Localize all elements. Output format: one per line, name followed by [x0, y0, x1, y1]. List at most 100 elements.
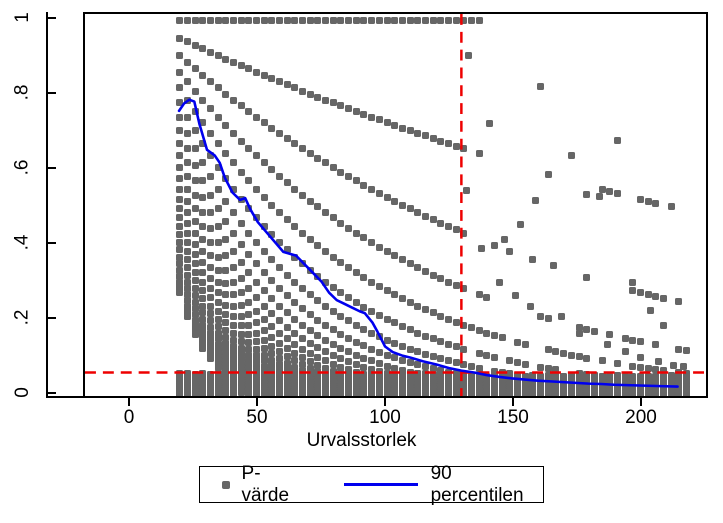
scatter-point — [191, 229, 199, 237]
scatter-point — [544, 372, 552, 380]
scatter-point — [214, 16, 222, 24]
scatter-point — [222, 339, 230, 347]
scatter-point — [414, 129, 422, 137]
scatter-point — [229, 302, 237, 310]
scatter-point — [214, 370, 222, 378]
scatter-point — [306, 311, 314, 319]
scatter-point — [176, 16, 184, 24]
scatter-point — [283, 179, 291, 187]
scatter-point — [511, 292, 519, 300]
scatter-point — [429, 353, 437, 361]
scatter-point — [652, 341, 660, 349]
scatter-point — [383, 193, 391, 201]
scatter-point — [583, 273, 591, 281]
x-axis-tick — [256, 398, 258, 406]
scatter-point — [214, 266, 222, 274]
scatter-point — [252, 278, 260, 286]
scatter-point — [214, 335, 222, 343]
scatter-point — [314, 203, 322, 211]
scatter-point — [368, 113, 376, 121]
scatter-point — [322, 371, 330, 379]
scatter-point — [452, 142, 460, 150]
scatter-point — [452, 318, 460, 326]
scatter-point — [644, 197, 652, 205]
scatter-point — [391, 354, 399, 362]
scatter-point — [414, 208, 422, 216]
scatter-point — [222, 266, 230, 274]
scatter-point — [460, 371, 468, 379]
scatter-point — [345, 224, 353, 232]
scatter-point — [229, 159, 237, 167]
scatter-point — [475, 364, 483, 372]
scatter-point — [222, 354, 230, 362]
scatter-point — [352, 351, 360, 359]
scatter-point — [206, 16, 214, 24]
scatter-point — [306, 358, 314, 366]
scatter-point — [475, 372, 483, 380]
scatter-point — [222, 197, 230, 205]
scatter-point — [583, 190, 591, 198]
scatter-point — [406, 345, 414, 353]
scatter-point — [176, 260, 184, 268]
y-axis-tick-label: .6 — [11, 159, 33, 176]
scatter-point — [452, 281, 460, 289]
scatter-point — [368, 239, 376, 247]
scatter-point — [260, 362, 268, 370]
scatter-point — [414, 348, 422, 356]
scatter-point — [475, 349, 483, 357]
scatter-point — [360, 16, 368, 24]
scatter-point — [176, 164, 184, 172]
scatter-point — [183, 312, 191, 320]
scatter-point — [460, 16, 468, 24]
scatter-point — [183, 370, 191, 378]
scatter-point — [375, 348, 383, 356]
scatter-point — [183, 185, 191, 193]
scatter-point — [183, 307, 191, 315]
scatter-point — [191, 260, 199, 268]
scatter-point — [206, 310, 214, 318]
scatter-point — [222, 90, 230, 98]
scatter-point — [306, 349, 314, 357]
scatter-point — [191, 285, 199, 293]
scatter-point — [222, 16, 230, 24]
scatter-point — [491, 242, 499, 250]
scatter-point — [375, 243, 383, 251]
scatter-point — [299, 87, 307, 95]
scatter-point — [444, 278, 452, 286]
scatter-point — [291, 84, 299, 92]
scatter-point — [283, 246, 291, 254]
scatter-point — [460, 229, 468, 237]
scatter-point — [252, 357, 260, 365]
scatter-point — [245, 311, 253, 319]
scatter-point — [222, 349, 230, 357]
scatter-point — [260, 357, 268, 365]
scatter-point — [322, 348, 330, 356]
scatter-point — [629, 287, 637, 295]
scatter-point — [383, 287, 391, 295]
scatter-point — [260, 223, 268, 230]
scatter-point — [206, 172, 214, 180]
scatter-point — [206, 275, 214, 283]
scatter-point — [268, 370, 276, 378]
scatter-point — [237, 16, 245, 24]
scatter-point — [460, 285, 468, 293]
scatter-point — [229, 329, 237, 337]
scatter-point — [260, 302, 268, 310]
scatter-point — [176, 175, 184, 183]
scatter-point — [414, 302, 422, 310]
scatter-point — [322, 321, 330, 329]
x-axis-tick-label: 200 — [625, 407, 657, 428]
scatter-point — [206, 339, 214, 347]
scatter-point — [275, 361, 283, 369]
scatter-point — [229, 353, 237, 361]
scatter-point — [252, 345, 260, 353]
scatter-point — [176, 266, 184, 274]
scatter-point — [237, 338, 245, 346]
scatter-point — [183, 197, 191, 205]
scatter-point — [214, 340, 222, 348]
scatter-point — [214, 322, 222, 330]
scatter-point — [429, 271, 437, 279]
scatter-point — [199, 326, 207, 334]
scatter-point — [345, 294, 353, 302]
scatter-point — [214, 349, 222, 357]
